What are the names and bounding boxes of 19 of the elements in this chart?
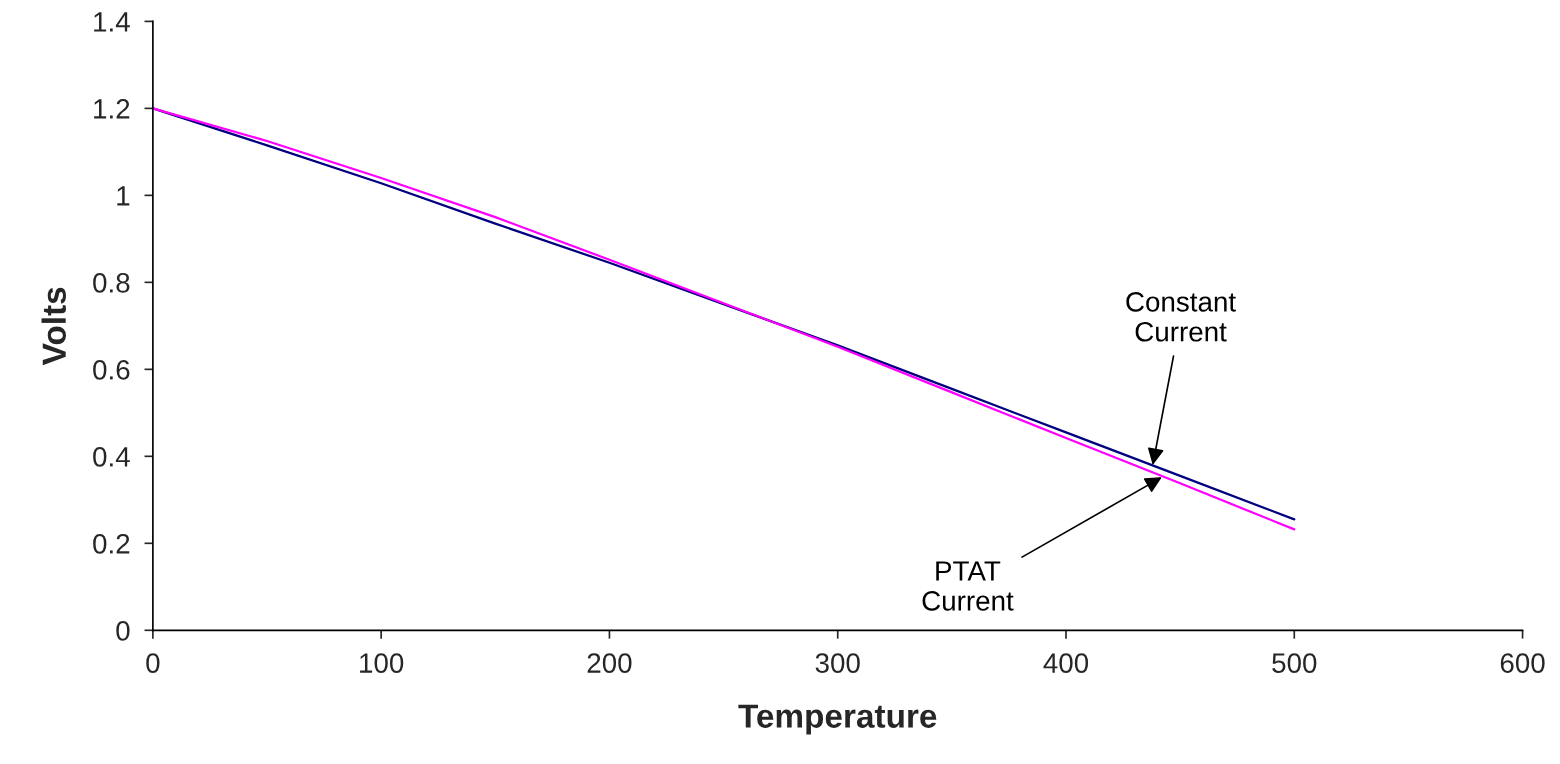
y-tick-label: 1 [117, 186, 130, 206]
y-tick-label: 0 [116, 620, 130, 641]
x-tick-label: 500 [1272, 653, 1317, 673]
y-tick-label: 0.6 [93, 360, 130, 380]
y-tick-label: 0.2 [93, 533, 130, 554]
x-tick-label: 100 [360, 653, 404, 673]
y-axis-title: Volts [41, 287, 67, 366]
x-tick-label: 300 [815, 653, 860, 673]
x-tick-label: 400 [1043, 653, 1089, 673]
y-tick-label: 0.4 [93, 446, 130, 467]
y-tick-label: 1.2 [94, 99, 130, 119]
x-tick-label: 200 [587, 653, 632, 673]
x-tick-label: 600 [1500, 653, 1545, 673]
y-tick-label: 1.4 [94, 12, 130, 32]
x-axis-title: Temperature [738, 704, 937, 735]
annotation: Constant Current [1126, 292, 1236, 342]
y-tick-label: 0.8 [93, 273, 130, 293]
annotation: PTAT Current [922, 561, 1014, 611]
x-tick-label: 0 [146, 653, 160, 673]
